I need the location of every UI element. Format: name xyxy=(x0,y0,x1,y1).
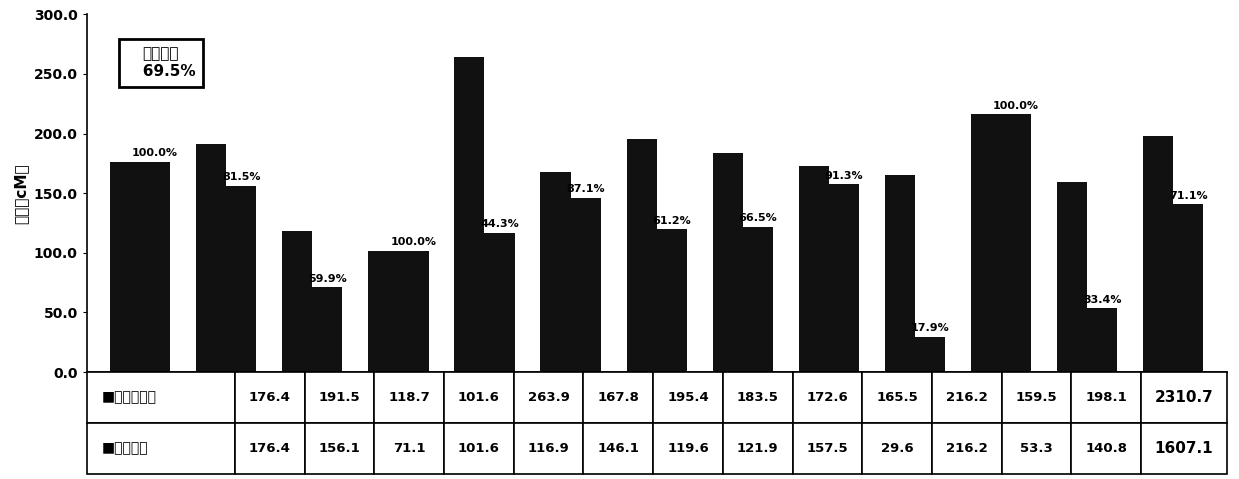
Bar xyxy=(1173,204,1203,372)
Bar xyxy=(484,233,514,372)
Bar xyxy=(140,162,170,372)
Bar xyxy=(540,172,571,372)
Bar xyxy=(657,229,686,372)
Bar xyxy=(368,251,399,372)
Bar xyxy=(196,144,227,372)
Text: 总覆盖率
   69.5%: 总覆盖率 69.5% xyxy=(126,46,195,79)
Text: 44.3%: 44.3% xyxy=(481,219,519,229)
Bar xyxy=(455,57,484,372)
Y-axis label: 长度（cM）: 长度（cM） xyxy=(14,163,28,224)
Bar xyxy=(885,175,914,372)
Text: 71.1%: 71.1% xyxy=(1168,191,1208,201)
Bar xyxy=(571,198,601,372)
Bar xyxy=(1144,136,1173,372)
Bar xyxy=(971,114,1001,372)
Text: 61.2%: 61.2% xyxy=(653,216,691,226)
Bar xyxy=(1057,182,1087,372)
Text: 100.0%: 100.0% xyxy=(994,101,1040,111)
Bar xyxy=(712,153,742,372)
Bar xyxy=(1001,114,1031,372)
Text: 91.3%: 91.3% xyxy=(825,171,864,181)
Bar xyxy=(914,337,945,372)
Text: 100.0%: 100.0% xyxy=(390,237,436,247)
Bar xyxy=(227,186,256,372)
Bar xyxy=(829,184,859,372)
Bar xyxy=(282,230,312,372)
Text: 87.1%: 87.1% xyxy=(566,184,605,194)
Bar xyxy=(110,162,140,372)
Text: 66.5%: 66.5% xyxy=(738,213,777,223)
Bar xyxy=(1087,308,1118,372)
Text: 59.9%: 59.9% xyxy=(309,274,347,284)
Bar xyxy=(312,287,342,372)
Text: 81.5%: 81.5% xyxy=(222,172,260,182)
Bar xyxy=(399,251,429,372)
Bar xyxy=(799,166,829,372)
Text: 100.0%: 100.0% xyxy=(133,148,178,158)
Bar xyxy=(742,227,773,372)
Bar xyxy=(627,139,657,372)
Text: 33.4%: 33.4% xyxy=(1083,295,1121,305)
Text: 17.9%: 17.9% xyxy=(911,323,949,333)
